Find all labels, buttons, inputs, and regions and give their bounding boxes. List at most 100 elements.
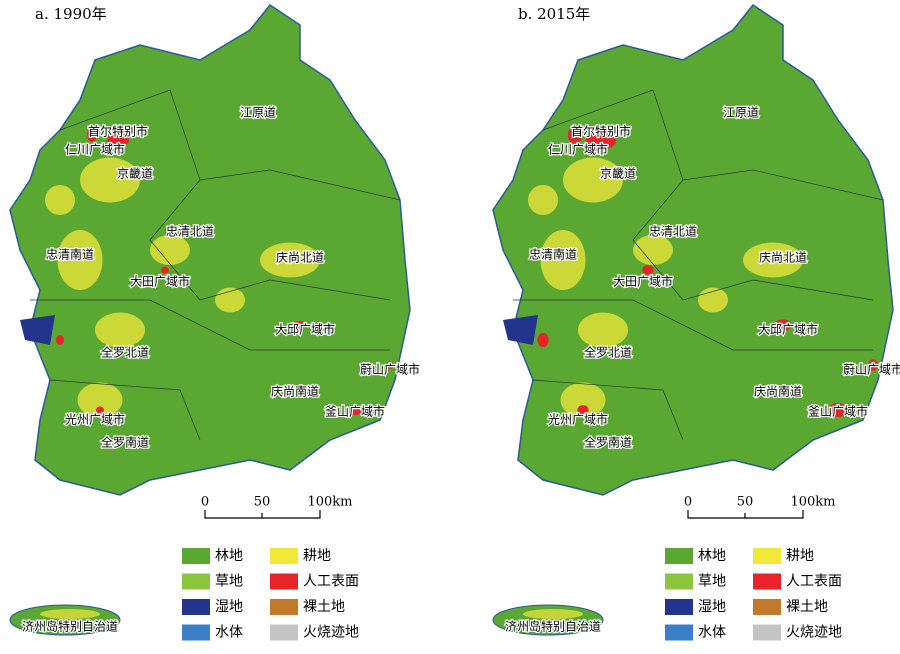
land bbox=[492, 3, 894, 496]
legend-label: 人工表面 bbox=[786, 574, 842, 590]
urban bbox=[774, 319, 792, 331]
region-label: 仁川广域市 bbox=[65, 142, 125, 157]
urban bbox=[868, 359, 878, 371]
region-label: 庆尚北道 bbox=[759, 251, 807, 265]
cropland bbox=[743, 242, 803, 278]
urban bbox=[294, 321, 306, 329]
region-label: 大田广域市 bbox=[130, 274, 190, 289]
scale-label: 50 bbox=[737, 495, 754, 510]
urban bbox=[828, 403, 848, 417]
cropland bbox=[563, 157, 623, 203]
panel-title: a. 1990年 bbox=[35, 5, 107, 23]
region-label: 江原道 bbox=[723, 106, 759, 120]
region-label: 京畿道 bbox=[117, 167, 153, 181]
wetland bbox=[20, 315, 55, 345]
legend-label: 裸土地 bbox=[303, 599, 345, 615]
urban bbox=[348, 405, 362, 415]
legend-label: 草地 bbox=[215, 574, 243, 590]
cropland bbox=[45, 185, 75, 215]
legend-label: 林地 bbox=[698, 548, 726, 564]
cropland bbox=[150, 235, 190, 265]
boundaries bbox=[513, 89, 884, 441]
legend-label: 火烧迹地 bbox=[786, 625, 842, 641]
region-label: 仁川广域市 bbox=[548, 142, 608, 157]
legend-swatch bbox=[182, 624, 210, 641]
region-label: 大田广域市 bbox=[613, 274, 673, 289]
scale-label: 50 bbox=[254, 495, 271, 510]
island-crop bbox=[40, 609, 100, 619]
legend-swatch bbox=[182, 548, 210, 564]
urban bbox=[161, 266, 169, 274]
legend-swatch bbox=[753, 573, 781, 590]
cropland bbox=[260, 242, 320, 278]
cropland bbox=[560, 382, 606, 418]
legend-label: 草地 bbox=[698, 574, 726, 590]
legend-label: 耕地 bbox=[786, 547, 814, 564]
region-label: 忠清南道 bbox=[529, 247, 577, 262]
urban bbox=[96, 406, 104, 414]
region-label: 釜山广域市 bbox=[325, 404, 385, 419]
legend-label: 水体 bbox=[215, 625, 243, 641]
cropland bbox=[77, 382, 123, 418]
urban bbox=[577, 405, 589, 415]
region-label: 光州广域市 bbox=[548, 412, 608, 427]
land bbox=[9, 3, 411, 496]
urban bbox=[87, 128, 97, 142]
region-label: 光州广域市 bbox=[65, 412, 125, 427]
cropland bbox=[95, 312, 145, 348]
region-label: 全罗北道 bbox=[101, 345, 149, 360]
cropland bbox=[57, 230, 103, 290]
region-label: 釜山广域市 bbox=[808, 404, 868, 419]
legend-swatch bbox=[753, 624, 781, 641]
region-label: 大邱广域市 bbox=[275, 322, 335, 337]
region-label: 庆尚南道 bbox=[271, 384, 319, 399]
legend-label: 耕地 bbox=[303, 547, 331, 564]
legend-label: 人工表面 bbox=[303, 574, 359, 590]
scale-label: 100km bbox=[307, 495, 352, 510]
legend-swatch bbox=[753, 548, 781, 564]
legend-swatch bbox=[665, 599, 693, 615]
legend-label: 水体 bbox=[698, 625, 726, 641]
urban bbox=[642, 265, 654, 275]
urban bbox=[107, 133, 129, 147]
region-label: 首尔特别市 bbox=[88, 124, 148, 139]
legend-label: 湿地 bbox=[698, 599, 726, 615]
legend-swatch bbox=[270, 573, 298, 590]
legend-swatch bbox=[270, 599, 298, 615]
region-label: 江原道 bbox=[240, 106, 276, 120]
legend-swatch bbox=[270, 624, 298, 641]
region-label: 忠清北道 bbox=[649, 225, 697, 239]
cropland bbox=[528, 185, 558, 215]
region-label: 蔚山广域市 bbox=[843, 362, 900, 377]
legend-swatch bbox=[665, 573, 693, 590]
legend-swatch bbox=[270, 548, 298, 564]
panel-title: b. 2015年 bbox=[518, 5, 590, 23]
urban bbox=[56, 335, 64, 345]
legend-swatch bbox=[182, 599, 210, 615]
legend-swatch bbox=[182, 573, 210, 590]
region-label: 庆尚南道 bbox=[754, 384, 802, 399]
legend-label: 火烧迹地 bbox=[303, 625, 359, 641]
legend-swatch bbox=[665, 548, 693, 564]
legend-label: 林地 bbox=[215, 548, 243, 564]
region-label: 大邱广域市 bbox=[758, 322, 818, 337]
region-label: 蔚山广域市 bbox=[360, 362, 420, 377]
region-label: 首尔特别市 bbox=[571, 124, 631, 139]
boundaries bbox=[30, 89, 401, 441]
legend-swatch bbox=[665, 624, 693, 641]
legend-swatch bbox=[753, 599, 781, 615]
region-label: 全罗北道 bbox=[584, 345, 632, 360]
urban bbox=[537, 333, 549, 347]
scale-label: 100km bbox=[790, 495, 835, 510]
wetland bbox=[503, 315, 538, 345]
legend-label: 湿地 bbox=[215, 599, 243, 615]
region-label: 京畿道 bbox=[600, 167, 636, 181]
region-label: 忠清南道 bbox=[46, 247, 94, 262]
scale-bar bbox=[687, 510, 804, 519]
urban bbox=[585, 130, 617, 150]
cropland bbox=[633, 235, 673, 265]
island-label: 济州岛特别自治道 bbox=[505, 619, 601, 634]
